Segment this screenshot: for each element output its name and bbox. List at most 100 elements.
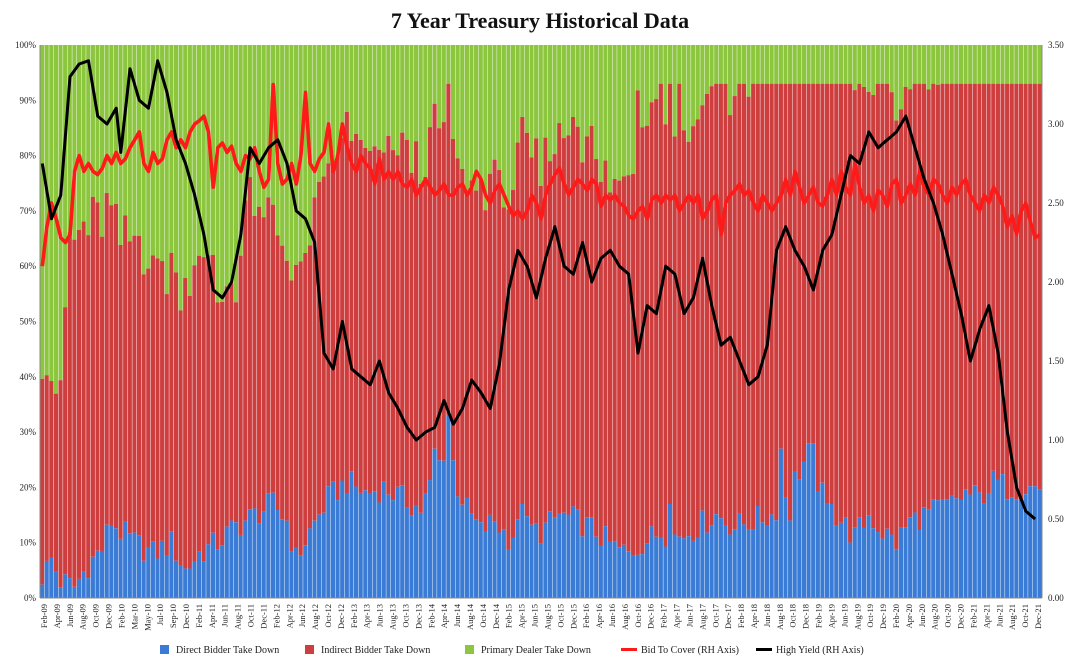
indirect-bidder-bar — [801, 83, 807, 462]
primary-dealer-bar — [104, 45, 109, 194]
indirect-bidder-bar — [792, 83, 797, 472]
legend-swatch — [160, 645, 169, 654]
primary-dealer-bar — [723, 45, 728, 84]
indirect-bidder-bar — [931, 83, 936, 500]
direct-bidder-bar — [460, 504, 465, 598]
indirect-bidder-bar — [372, 146, 377, 492]
direct-bidder-bar — [963, 489, 968, 598]
primary-dealer-bar — [584, 45, 590, 137]
indirect-bidder-bar — [894, 120, 899, 550]
x-tick-label: Feb-17 — [659, 604, 669, 628]
primary-dealer-bar — [617, 45, 622, 181]
direct-bidder-bar — [450, 460, 456, 598]
legend-swatch — [305, 645, 314, 654]
primary-dealer-bar — [90, 45, 95, 197]
primary-dealer-bar — [848, 45, 853, 84]
indirect-bidder-bar — [820, 83, 825, 483]
indirect-bidder-bar — [718, 83, 723, 519]
primary-dealer-bar — [603, 45, 608, 161]
direct-bidder-bar — [487, 514, 493, 598]
x-tick-label: Feb-09 — [39, 604, 49, 628]
indirect-bidder-bar — [691, 126, 696, 541]
indirect-bidder-bar — [474, 190, 479, 520]
direct-bidder-bar — [469, 513, 474, 598]
direct-bidder-bar — [783, 497, 788, 598]
primary-dealer-bar — [751, 45, 756, 84]
primary-dealer-bar — [681, 45, 686, 131]
direct-bidder-bar — [247, 509, 252, 598]
x-tick-label: Aug-19 — [852, 604, 862, 630]
direct-bidder-bar — [474, 519, 479, 598]
direct-bidder-bar — [543, 522, 548, 598]
primary-dealer-bar — [81, 45, 86, 222]
primary-dealer-bar — [321, 45, 326, 177]
primary-dealer-bar — [520, 45, 525, 118]
indirect-bidder-bar — [252, 215, 257, 509]
primary-dealer-bar — [977, 45, 982, 84]
direct-bidder-bar — [307, 528, 312, 598]
direct-bidder-bar — [529, 524, 534, 598]
direct-bidder-bar — [141, 560, 146, 598]
indirect-bidder-bar — [1014, 83, 1019, 500]
indirect-bidder-bar — [571, 117, 576, 507]
primary-dealer-bar — [714, 45, 719, 84]
direct-bidder-bar — [312, 520, 317, 598]
direct-bidder-bar — [492, 521, 497, 598]
primary-dealer-bar — [266, 45, 271, 198]
indirect-bidder-bar — [612, 179, 617, 542]
indirect-bidder-bar — [224, 286, 229, 527]
primary-dealer-bar — [820, 45, 825, 84]
primary-dealer-bar — [621, 45, 626, 177]
indirect-bidder-bar — [303, 253, 308, 546]
primary-dealer-bar — [510, 45, 516, 191]
direct-bidder-bar — [728, 534, 733, 598]
primary-dealer-bar — [889, 45, 894, 93]
primary-dealer-bar — [400, 45, 405, 133]
direct-bidder-bar — [1023, 494, 1028, 598]
indirect-bidder-bar — [409, 172, 414, 516]
direct-bidder-bar — [621, 544, 626, 598]
primary-dealer-bar — [326, 45, 331, 164]
primary-dealer-bar — [801, 45, 807, 84]
indirect-bidder-bar — [875, 83, 880, 533]
direct-bidder-bar — [63, 574, 68, 598]
direct-bidder-bar — [640, 554, 645, 598]
direct-bidder-bar — [945, 499, 950, 598]
x-tick-label: Aug-14 — [465, 603, 475, 630]
x-tick-label: Dec-18 — [801, 604, 811, 629]
direct-bidder-bar — [104, 524, 109, 598]
indirect-bidder-bar — [681, 130, 686, 539]
primary-dealer-bar — [728, 45, 733, 116]
primary-dealer-bar — [358, 45, 363, 140]
x-tick-label: Apr-16 — [594, 604, 604, 628]
direct-bidder-bar — [293, 547, 299, 598]
indirect-bidder-bar — [330, 163, 336, 482]
indirect-bidder-bar — [552, 154, 557, 518]
primary-dealer-bar — [187, 45, 192, 296]
indirect-bidder-bar — [1037, 83, 1042, 490]
indirect-bidder-bar — [289, 280, 294, 552]
primary-dealer-bar — [954, 45, 959, 84]
direct-bidder-bar — [968, 494, 973, 598]
direct-bidder-bar — [257, 523, 262, 598]
direct-bidder-bar — [1005, 499, 1010, 598]
indirect-bidder-bar — [760, 83, 765, 523]
left-tick-label: 70% — [20, 206, 37, 216]
primary-dealer-bar — [330, 45, 336, 164]
primary-dealer-bar — [238, 45, 243, 256]
primary-dealer-bar — [972, 45, 977, 84]
primary-dealer-bar — [912, 45, 917, 84]
indirect-bidder-bar — [547, 161, 553, 512]
left-tick-label: 40% — [20, 372, 37, 382]
primary-dealer-bar — [243, 45, 248, 201]
direct-bidder-bar — [109, 524, 114, 598]
primary-dealer-bar — [427, 45, 433, 128]
primary-dealer-bar — [654, 45, 659, 100]
indirect-bidder-bar — [543, 137, 548, 523]
primary-dealer-bar — [40, 45, 45, 379]
direct-bidder-bar — [580, 536, 585, 598]
indirect-bidder-bar — [797, 83, 802, 480]
indirect-bidder-bar — [312, 197, 317, 521]
indirect-bidder-bar — [663, 124, 668, 547]
primary-dealer-bar — [732, 45, 737, 97]
